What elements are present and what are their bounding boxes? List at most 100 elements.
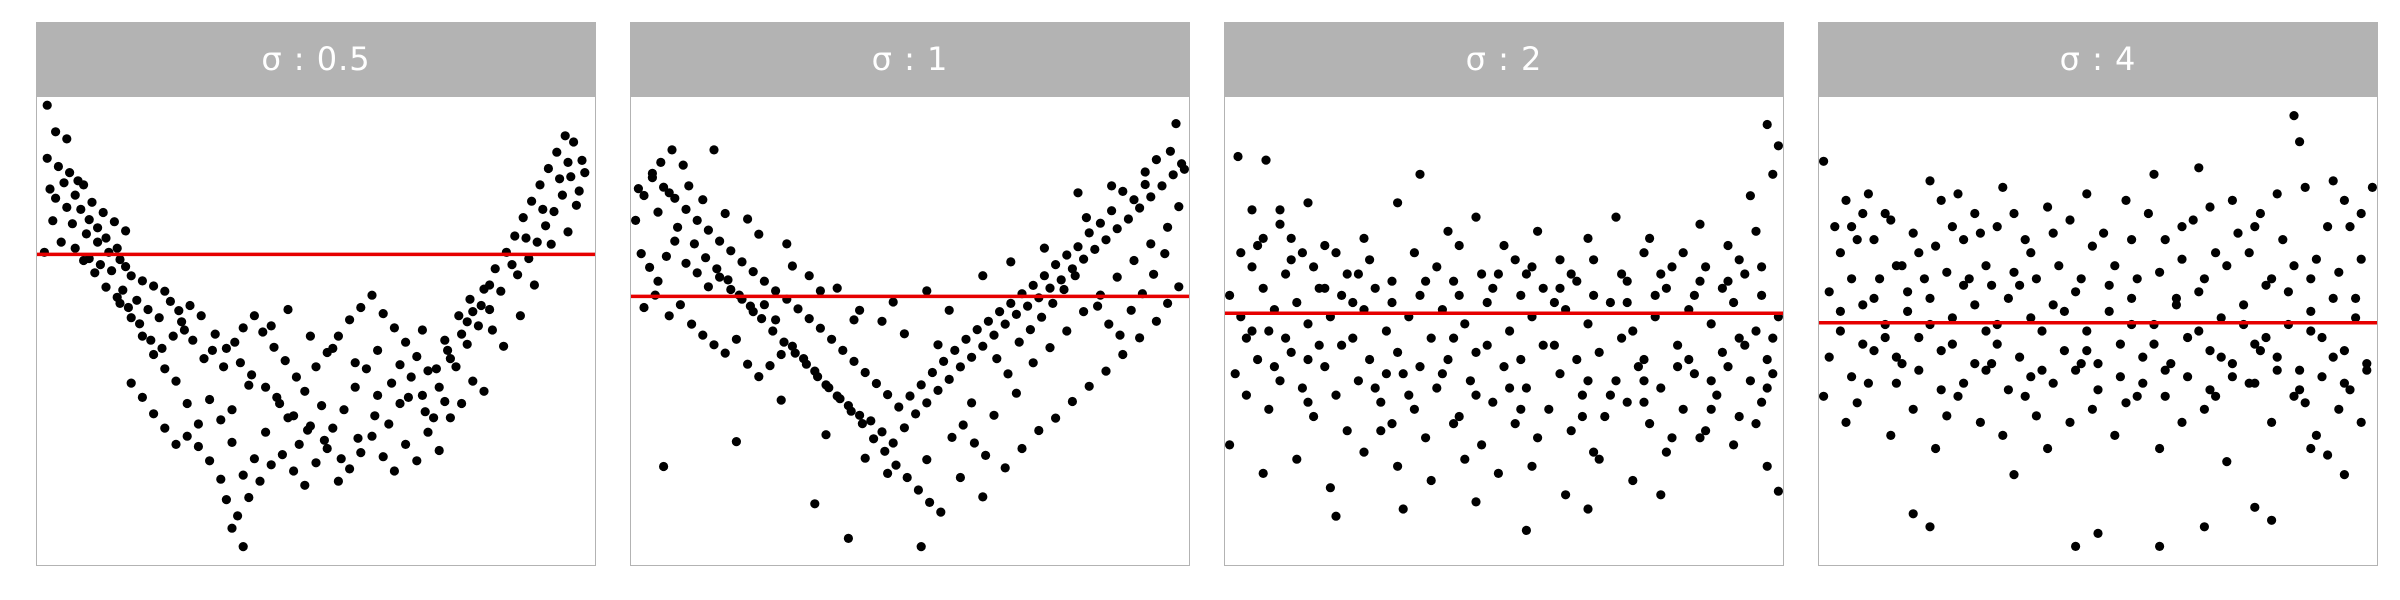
data-point: [2104, 306, 2114, 316]
data-point: [1594, 454, 1604, 464]
data-point: [1847, 274, 1857, 284]
data-point: [2283, 287, 2293, 297]
data-point: [1555, 283, 1565, 293]
data-point: [1309, 262, 1319, 272]
data-point: [1275, 205, 1285, 215]
data-point: [810, 499, 820, 509]
data-point: [1505, 326, 1515, 336]
data-point: [2328, 176, 2338, 186]
data-point: [1258, 468, 1268, 478]
data-point: [109, 217, 119, 227]
data-point: [790, 348, 800, 358]
data-point: [473, 321, 483, 331]
data-point: [2205, 346, 2215, 356]
data-point: [1179, 164, 1189, 174]
data-point: [2289, 111, 2299, 121]
data-point: [485, 280, 495, 290]
data-point: [160, 423, 170, 433]
data-point: [1258, 283, 1268, 293]
data-point: [1454, 411, 1464, 422]
data-point: [510, 231, 520, 241]
data-point: [1521, 525, 1531, 535]
data-point: [2222, 261, 2232, 271]
data-point: [1449, 419, 1459, 429]
data-point: [2110, 430, 2120, 440]
data-point: [2362, 365, 2372, 375]
data-point: [1757, 262, 1767, 272]
data-point: [715, 236, 725, 246]
data-point: [2015, 280, 2025, 290]
data-point: [2216, 313, 2226, 323]
data-point: [1493, 468, 1503, 478]
data-point: [1253, 354, 1263, 365]
data-point: [233, 511, 243, 521]
data-point: [521, 233, 531, 243]
data-point: [1863, 378, 1873, 388]
data-point: [51, 127, 61, 137]
data-point: [1129, 195, 1139, 205]
data-point: [440, 335, 450, 345]
data-point: [1393, 347, 1403, 357]
data-point: [1533, 226, 1543, 236]
data-point: [275, 398, 285, 409]
data-point: [2306, 306, 2316, 316]
data-point: [555, 174, 565, 184]
data-point: [1516, 404, 1526, 414]
data-point: [1577, 390, 1587, 400]
data-point: [300, 386, 310, 396]
data-point: [2267, 274, 2277, 284]
data-point: [423, 427, 433, 437]
data-point: [328, 343, 338, 353]
data-point: [720, 348, 730, 358]
data-point: [210, 329, 220, 339]
data-point: [983, 316, 993, 326]
data-point: [1381, 326, 1391, 336]
data-point: [1303, 198, 1313, 208]
data-point: [888, 438, 898, 448]
data-point: [2082, 326, 2092, 336]
data-point: [2194, 326, 2204, 336]
data-point: [1454, 240, 1464, 251]
data-point: [434, 382, 444, 392]
data-point: [255, 476, 265, 486]
data-point: [1095, 218, 1105, 228]
data-point: [1281, 269, 1291, 279]
data-point: [1174, 282, 1184, 292]
data-point: [490, 264, 500, 274]
data-point: [2222, 457, 2232, 467]
data-point: [417, 390, 427, 400]
data-point: [443, 345, 453, 355]
data-point: [1723, 362, 1733, 372]
data-point: [1740, 269, 1750, 279]
data-point: [1421, 433, 1431, 443]
data-point: [1819, 156, 1829, 166]
data-point: [1717, 283, 1727, 293]
data-point: [765, 361, 775, 371]
data-point: [2267, 515, 2277, 525]
data-point: [2227, 195, 2237, 205]
data-point: [2138, 378, 2148, 388]
data-point: [1745, 191, 1755, 201]
data-point: [1605, 390, 1615, 400]
data-point: [1903, 287, 1913, 297]
data-point: [367, 290, 377, 300]
data-point: [2289, 391, 2299, 401]
data-point: [53, 161, 63, 172]
data-point: [1617, 269, 1627, 279]
data-point: [291, 372, 301, 382]
data-point: [1936, 346, 1946, 356]
data-point: [1869, 346, 1879, 356]
data-point: [1673, 340, 1683, 350]
data-point: [2054, 261, 2064, 271]
data-point: [207, 345, 217, 355]
data-point: [813, 372, 823, 382]
data-point: [1079, 307, 1089, 317]
data-point: [1521, 269, 1531, 279]
data-point: [81, 229, 91, 239]
data-point: [387, 378, 397, 388]
data-point: [2295, 365, 2305, 375]
data-point: [135, 319, 145, 329]
data-point: [1320, 240, 1330, 251]
data-point: [227, 405, 237, 415]
data-point: [1521, 383, 1531, 393]
